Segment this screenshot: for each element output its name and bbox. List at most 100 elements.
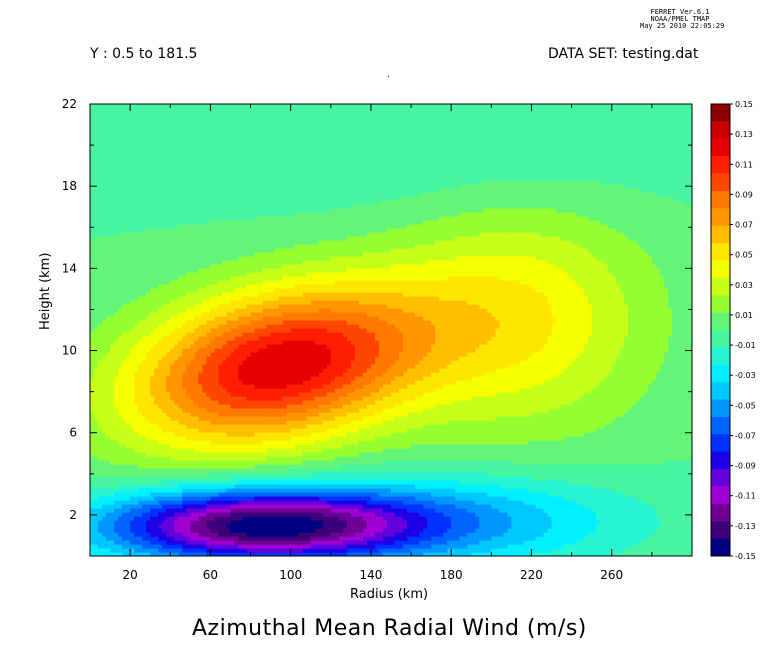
heatmap-cell [451, 476, 456, 481]
heatmap-cell [258, 544, 264, 549]
heatmap-cell [499, 424, 504, 429]
heatmap-cell [683, 436, 689, 441]
heatmap-cell [395, 468, 400, 473]
heatmap-cell [130, 500, 135, 505]
heatmap-cell [258, 432, 264, 437]
heatmap-cell [583, 440, 589, 445]
heatmap-cell [407, 436, 412, 441]
heatmap-cell [687, 464, 692, 469]
heatmap-cell [651, 504, 657, 509]
heatmap-cell [579, 456, 585, 461]
heatmap-cell [659, 472, 665, 477]
heatmap-cell [186, 476, 191, 481]
heatmap-cell [583, 536, 589, 541]
heatmap-cell [342, 476, 348, 481]
heatmap-cell [531, 424, 537, 429]
heatmap-cell [326, 444, 332, 449]
heatmap-cell [370, 488, 376, 493]
heatmap-cell [382, 496, 388, 501]
heatmap-cell [611, 452, 617, 457]
heatmap-cell [603, 468, 609, 473]
heatmap-cell [330, 548, 336, 553]
heatmap-cell [399, 552, 404, 556]
heatmap-cell [527, 424, 533, 429]
heatmap-cell [234, 516, 240, 521]
heatmap-cell [254, 440, 260, 445]
heatmap-cell [218, 500, 224, 505]
heatmap-cell [395, 548, 400, 553]
heatmap-cell [463, 480, 468, 485]
heatmap-cell [575, 528, 581, 533]
heatmap-cell [198, 508, 203, 513]
heatmap-cell [475, 468, 480, 473]
heatmap-cell [218, 532, 224, 537]
heatmap-cell [222, 488, 228, 493]
heatmap-cell [395, 536, 400, 541]
heatmap-cell [326, 456, 332, 461]
heatmap-cell [423, 480, 428, 485]
heatmap-cell [447, 460, 452, 465]
heatmap-cell [350, 460, 356, 465]
heatmap-cell [202, 544, 207, 549]
heatmap-cell [210, 496, 216, 501]
heatmap-cell [146, 440, 151, 445]
heatmap-cell [395, 524, 400, 529]
heatmap-cell [206, 460, 211, 465]
heatmap-cell [290, 452, 296, 457]
heatmap-cell [130, 552, 135, 556]
heatmap-cell [366, 536, 372, 541]
heatmap-cell [599, 528, 605, 533]
heatmap-cell [643, 464, 649, 469]
heatmap-cell [106, 448, 111, 453]
heatmap-cell [495, 500, 500, 505]
heatmap-cell [186, 528, 191, 533]
heatmap-cell [222, 420, 228, 425]
heatmap-cell [278, 436, 284, 441]
heatmap-cell [150, 424, 155, 429]
heatmap-cell [126, 532, 131, 537]
heatmap-cell [106, 428, 111, 433]
heatmap-cell [110, 484, 115, 489]
heatmap-cell [535, 500, 541, 505]
heatmap-cell [298, 536, 304, 541]
heatmap-cell [250, 552, 256, 556]
heatmap-cell [487, 472, 492, 477]
heatmap-cell [350, 540, 356, 545]
heatmap-cell [539, 508, 545, 513]
heatmap-cell [254, 536, 260, 541]
heatmap-cell [447, 496, 452, 501]
heatmap-cell [182, 524, 187, 529]
heatmap-cell [635, 456, 641, 461]
heatmap-cell [310, 460, 316, 465]
heatmap-cell [463, 460, 468, 465]
heatmap-cell [270, 424, 276, 429]
heatmap-cell [178, 492, 183, 497]
heatmap-cell [110, 552, 115, 556]
heatmap-cell [643, 432, 649, 437]
heatmap-cell [198, 548, 203, 553]
heatmap-cell [178, 488, 183, 493]
heatmap-cell [322, 456, 328, 461]
heatmap-cell [439, 524, 444, 529]
heatmap-cell [451, 496, 456, 501]
heatmap-cell [94, 552, 99, 556]
heatmap-cell [595, 548, 601, 553]
heatmap-cell [591, 456, 597, 461]
heatmap-cell [142, 480, 147, 485]
heatmap-cell [575, 440, 581, 445]
heatmap-cell [114, 524, 119, 529]
heatmap-cell [667, 536, 673, 541]
heatmap-cell [595, 516, 601, 521]
heatmap-cell [503, 488, 508, 493]
heatmap-cell [507, 448, 512, 453]
heatmap-cell [523, 440, 529, 445]
heatmap-cell [198, 532, 203, 537]
heatmap-cell [162, 476, 167, 481]
heatmap-cell [495, 544, 500, 549]
heatmap-cell [627, 548, 633, 553]
heatmap-cell [439, 548, 444, 553]
heatmap-cell [471, 516, 476, 521]
heatmap-cell [110, 460, 115, 465]
heatmap-cell [535, 524, 541, 529]
heatmap-cell [635, 528, 641, 533]
